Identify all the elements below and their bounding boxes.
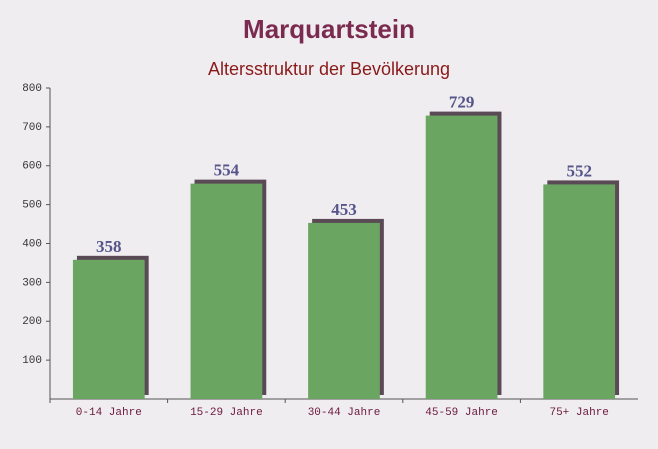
bar bbox=[308, 222, 380, 399]
y-tick-label: 600 bbox=[22, 161, 42, 173]
value-label: 554 bbox=[214, 161, 240, 180]
x-tick-label: 30-44 Jahre bbox=[308, 407, 381, 419]
bar bbox=[72, 259, 145, 399]
chart-title: Marquartstein bbox=[243, 14, 415, 44]
y-tick-label: 100 bbox=[22, 355, 42, 367]
value-label: 552 bbox=[566, 161, 592, 180]
x-tick-label: 75+ Jahre bbox=[549, 407, 608, 419]
y-tick-label: 800 bbox=[22, 83, 42, 95]
x-tick-label: 45-59 Jahre bbox=[425, 407, 498, 419]
y-tick-label: 400 bbox=[22, 238, 42, 250]
y-tick-label: 500 bbox=[22, 200, 42, 212]
value-label: 358 bbox=[96, 237, 122, 256]
bar bbox=[543, 184, 616, 399]
bar bbox=[425, 115, 498, 399]
y-tick-label: 700 bbox=[22, 122, 42, 134]
y-tick-label: 300 bbox=[22, 277, 42, 289]
value-label: 729 bbox=[449, 93, 475, 112]
chart-subtitle: Altersstruktur der Bevölkerung bbox=[208, 59, 450, 79]
value-label: 453 bbox=[331, 200, 357, 219]
y-tick-label: 200 bbox=[22, 316, 42, 328]
x-tick-label: 15-29 Jahre bbox=[190, 407, 263, 419]
bar bbox=[190, 183, 263, 399]
x-tick-label: 0-14 Jahre bbox=[76, 407, 142, 419]
